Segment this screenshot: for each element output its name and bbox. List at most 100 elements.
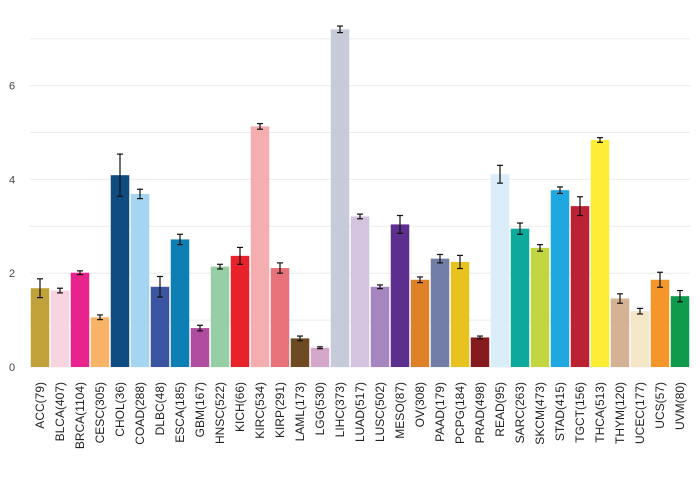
bar — [190, 328, 210, 367]
error-bar — [497, 164, 503, 184]
x-axis-ticks: ACC(79) BLCA(407) BRCA(1104) CESC(305) CHOL(… — [33, 382, 687, 449]
bar — [490, 174, 510, 367]
x-tick-label: MESO(87) — [393, 382, 407, 439]
x-tick-label: ESCA(185) — [173, 382, 187, 443]
bar — [110, 175, 130, 367]
error-bar — [417, 276, 423, 284]
error-bar — [317, 346, 323, 350]
error-bar — [677, 289, 683, 303]
x-tick-label: STAD(415) — [553, 382, 567, 441]
x-tick-label: BLCA(407) — [53, 382, 67, 441]
bar — [510, 228, 530, 367]
bar — [590, 140, 610, 367]
bar — [330, 29, 350, 367]
x-tick-label: CHOL(36) — [113, 382, 127, 437]
bar — [210, 266, 230, 367]
bar — [410, 279, 430, 367]
error-bar — [297, 335, 303, 342]
x-tick-label: ACC(79) — [33, 382, 47, 429]
bar — [650, 279, 670, 367]
error-bar — [357, 213, 363, 220]
bar — [130, 193, 150, 367]
x-tick-label: KIRC(534) — [253, 382, 267, 439]
error-bar — [197, 324, 203, 332]
bars — [30, 29, 690, 367]
bar — [310, 347, 330, 367]
error-bar — [637, 307, 643, 315]
bar — [550, 190, 570, 367]
error-bar — [277, 262, 283, 274]
x-tick-label: LUSC(502) — [373, 382, 387, 442]
error-bars — [37, 25, 683, 350]
error-bar — [377, 284, 383, 290]
bar — [350, 216, 370, 367]
x-tick-label: UVM(80) — [673, 382, 687, 430]
bar — [530, 247, 550, 367]
error-bar — [477, 335, 483, 340]
x-tick-label: SKCM(473) — [533, 382, 547, 445]
bar — [70, 272, 90, 367]
error-bar — [337, 25, 343, 34]
x-tick-label: LGG(530) — [313, 382, 327, 435]
bar — [50, 290, 70, 367]
error-bar — [117, 153, 123, 197]
x-tick-label: PCPG(184) — [453, 382, 467, 444]
x-tick-label: KIRP(291) — [273, 382, 287, 438]
error-bar — [617, 293, 623, 304]
error-bar — [37, 278, 43, 299]
x-tick-label: LUAD(517) — [353, 382, 367, 442]
error-bar — [97, 314, 103, 321]
x-tick-label: LAML(173) — [293, 382, 307, 441]
bar — [570, 206, 590, 367]
x-tick-label: COAD(288) — [133, 382, 147, 445]
error-bar — [217, 263, 223, 270]
error-bar — [237, 246, 243, 265]
bar — [30, 288, 50, 367]
x-tick-label: PAAD(179) — [433, 382, 447, 442]
error-bar — [157, 275, 163, 298]
error-bar — [657, 271, 663, 288]
x-tick-label: THCA(513) — [593, 382, 607, 443]
x-tick-label: OV(308) — [413, 382, 427, 427]
bar — [290, 338, 310, 367]
x-tick-label: UCS(57) — [653, 382, 667, 429]
bar — [390, 224, 410, 367]
y-axis-ticks: 0 2 4 6 — [9, 81, 15, 374]
bar — [630, 311, 650, 367]
error-bar — [577, 196, 583, 217]
bar — [250, 126, 270, 367]
bar — [230, 255, 250, 367]
error-bar — [517, 222, 523, 235]
x-tick-label: TGCT(156) — [573, 382, 587, 443]
y-tick-label: 4 — [9, 174, 15, 186]
x-tick-label: DLBC(48) — [153, 382, 167, 435]
error-bar — [537, 243, 543, 252]
y-tick-label: 6 — [9, 81, 15, 93]
error-bar — [257, 122, 263, 130]
bar — [90, 317, 110, 367]
error-bar — [137, 188, 143, 200]
x-tick-label: KICH(66) — [233, 382, 247, 432]
bar — [370, 286, 390, 367]
x-tick-label: GBM(167) — [193, 382, 207, 437]
x-tick-label: LIHC(373) — [333, 382, 347, 437]
x-tick-label: PRAD(498) — [473, 382, 487, 443]
error-bar — [557, 186, 563, 195]
x-tick-label: BRCA(1104) — [73, 382, 87, 449]
error-bar — [57, 287, 63, 294]
error-bar — [77, 270, 83, 276]
bar — [270, 268, 290, 367]
bar — [470, 337, 490, 367]
x-tick-label: CESC(305) — [93, 382, 107, 443]
error-bar — [177, 233, 183, 246]
error-bar — [437, 253, 443, 264]
bar — [430, 258, 450, 367]
x-tick-label: SARC(263) — [513, 382, 527, 443]
x-tick-label: HNSC(522) — [213, 382, 227, 444]
bar — [450, 261, 470, 367]
bar — [610, 298, 630, 367]
y-tick-label: 2 — [9, 268, 15, 280]
bar — [670, 296, 690, 367]
error-bar — [397, 214, 403, 234]
